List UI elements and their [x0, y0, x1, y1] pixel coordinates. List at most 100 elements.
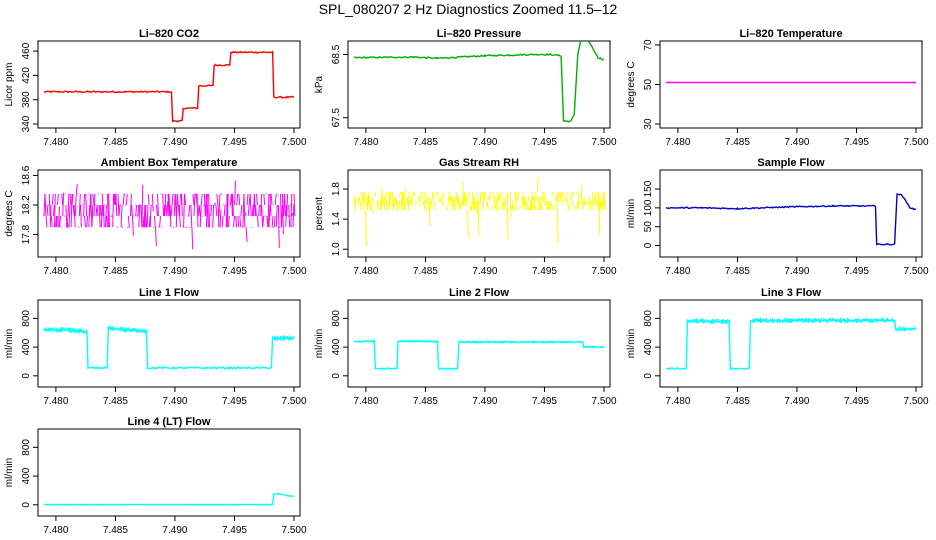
x-tick-label: 7.490	[784, 396, 809, 407]
y-tick-label: 340	[21, 115, 32, 132]
panel-4: Ambient Box Temperature degrees C 7.480 7.4…	[4, 157, 307, 277]
y-axis-label: kPa	[314, 75, 325, 93]
x-tick-label: 7.500	[281, 525, 306, 536]
x-tick-label: 7.495	[532, 266, 557, 277]
y-tick-label: 400	[21, 338, 32, 355]
plot-frame	[659, 299, 923, 388]
data-series-line	[43, 50, 295, 123]
y-tick-label: 17.8	[21, 224, 32, 244]
y-axis-label: ml/min	[626, 199, 637, 228]
plot-frame	[37, 299, 301, 388]
panel-10: Line 4 (LT) Flow ml/min 7.480 7.485 7.490 7.4…	[4, 416, 307, 536]
x-tick-label: 7.480	[43, 266, 68, 277]
y-axis-label: Licor ppm	[4, 63, 15, 107]
x-tick-label: 7.490	[162, 137, 187, 148]
x-tick-label: 7.480	[353, 396, 378, 407]
data-series-line	[44, 492, 295, 506]
panel-title: Line 4 (LT) Flow	[128, 416, 211, 428]
y-tick-label: 30	[643, 118, 654, 130]
panel-title: Gas Stream RH	[439, 157, 519, 169]
x-tick-label: 7.480	[43, 525, 68, 536]
plot-frame	[347, 299, 611, 388]
x-tick-label: 7.490	[472, 137, 497, 148]
data-series-line	[353, 339, 605, 371]
x-tick-label: 7.485	[413, 137, 438, 148]
x-tick-label: 7.495	[222, 525, 247, 536]
plot-frame	[659, 40, 923, 129]
plot-frame	[347, 169, 611, 258]
y-axis-label: percent	[314, 197, 325, 231]
x-tick-label: 7.495	[844, 396, 869, 407]
x-tick-label: 7.490	[472, 266, 497, 277]
panel-title: Li–820 CO2	[139, 28, 199, 40]
y-axis-label: ml/min	[314, 329, 325, 358]
x-tick-label: 7.500	[903, 266, 928, 277]
y-tick-label: 100	[643, 199, 654, 216]
y-tick-label: 380	[21, 91, 32, 108]
x-tick-label: 7.500	[903, 396, 928, 407]
x-tick-label: 7.500	[281, 137, 306, 148]
data-series-line	[665, 193, 917, 246]
x-tick-label: 7.490	[472, 396, 497, 407]
panel-2: Li–820 Pressure kPa 7.480 7.485 7.490 7.495 7.…	[314, 28, 617, 148]
x-tick-label: 7.485	[103, 266, 128, 277]
y-axis-label: ml/min	[4, 458, 15, 487]
panel-title: Ambient Box Temperature	[101, 157, 238, 169]
x-tick-label: 7.500	[281, 396, 306, 407]
y-tick-label: 1.8	[331, 182, 342, 196]
x-tick-label: 7.500	[281, 266, 306, 277]
y-tick-label: 0	[21, 373, 32, 379]
panel-7: Line 1 Flow ml/min 7.480 7.485 7.490 7.495 7.5…	[4, 287, 307, 407]
x-tick-label: 7.500	[591, 137, 616, 148]
x-tick-label: 7.485	[103, 525, 128, 536]
x-tick-label: 7.480	[665, 396, 690, 407]
y-tick-label: 150	[643, 180, 654, 197]
figure-title: SPL_080207 2 Hz Diagnostics Zoomed 11.5–…	[318, 1, 618, 17]
y-tick-label: 1.0	[331, 242, 342, 256]
y-tick-label: 800	[643, 310, 654, 327]
panel-title: Line 1 Flow	[139, 287, 199, 299]
panel-3: Li–820 Temperature degrees C 7.480 7.485 7.4…	[626, 28, 929, 148]
x-tick-label: 7.490	[162, 396, 187, 407]
panel-1: Li–820 CO2 Licor ppm 7.480 7.485 7.490 7.495 7…	[4, 28, 307, 148]
y-tick-label: 800	[331, 310, 342, 327]
y-tick-label: 420	[21, 67, 32, 84]
x-tick-label: 7.485	[725, 396, 750, 407]
y-tick-label: 1.4	[331, 212, 342, 226]
x-tick-label: 7.480	[43, 137, 68, 148]
x-tick-label: 7.485	[413, 396, 438, 407]
x-tick-label: 7.500	[591, 396, 616, 407]
y-tick-label: 0	[643, 373, 654, 379]
x-tick-label: 7.490	[784, 266, 809, 277]
y-axis-label: ml/min	[626, 329, 637, 358]
panel-title: Sample Flow	[757, 157, 825, 169]
x-tick-label: 7.495	[844, 137, 869, 148]
y-tick-label: 400	[643, 338, 654, 355]
y-tick-label: 18.2	[21, 195, 32, 215]
x-tick-label: 7.495	[532, 137, 557, 148]
y-tick-label: 800	[21, 439, 32, 456]
y-axis-label: degrees C	[4, 190, 15, 236]
x-tick-label: 7.490	[784, 137, 809, 148]
panel-title: Line 3 Flow	[761, 287, 821, 299]
x-tick-label: 7.490	[162, 525, 187, 536]
panel-title: Line 2 Flow	[449, 287, 509, 299]
plot-frame	[37, 169, 301, 258]
y-tick-label: 0	[331, 373, 342, 379]
panel-title: Li–820 Temperature	[739, 28, 842, 40]
data-series-line	[353, 176, 606, 247]
x-tick-label: 7.500	[591, 266, 616, 277]
y-tick-label: 0	[21, 502, 32, 508]
x-tick-label: 7.500	[903, 137, 928, 148]
plot-frame	[659, 169, 923, 258]
x-tick-label: 7.480	[665, 266, 690, 277]
y-tick-label: 50	[643, 79, 654, 91]
x-tick-label: 7.495	[844, 266, 869, 277]
data-series-line	[43, 180, 296, 250]
panel-5: Gas Stream RH percent 7.480 7.485 7.490 7.495…	[314, 157, 617, 277]
y-tick-label: 400	[331, 338, 342, 355]
x-tick-label: 7.485	[103, 396, 128, 407]
x-tick-label: 7.485	[725, 266, 750, 277]
y-tick-label: 400	[21, 467, 32, 484]
x-tick-label: 7.480	[665, 137, 690, 148]
